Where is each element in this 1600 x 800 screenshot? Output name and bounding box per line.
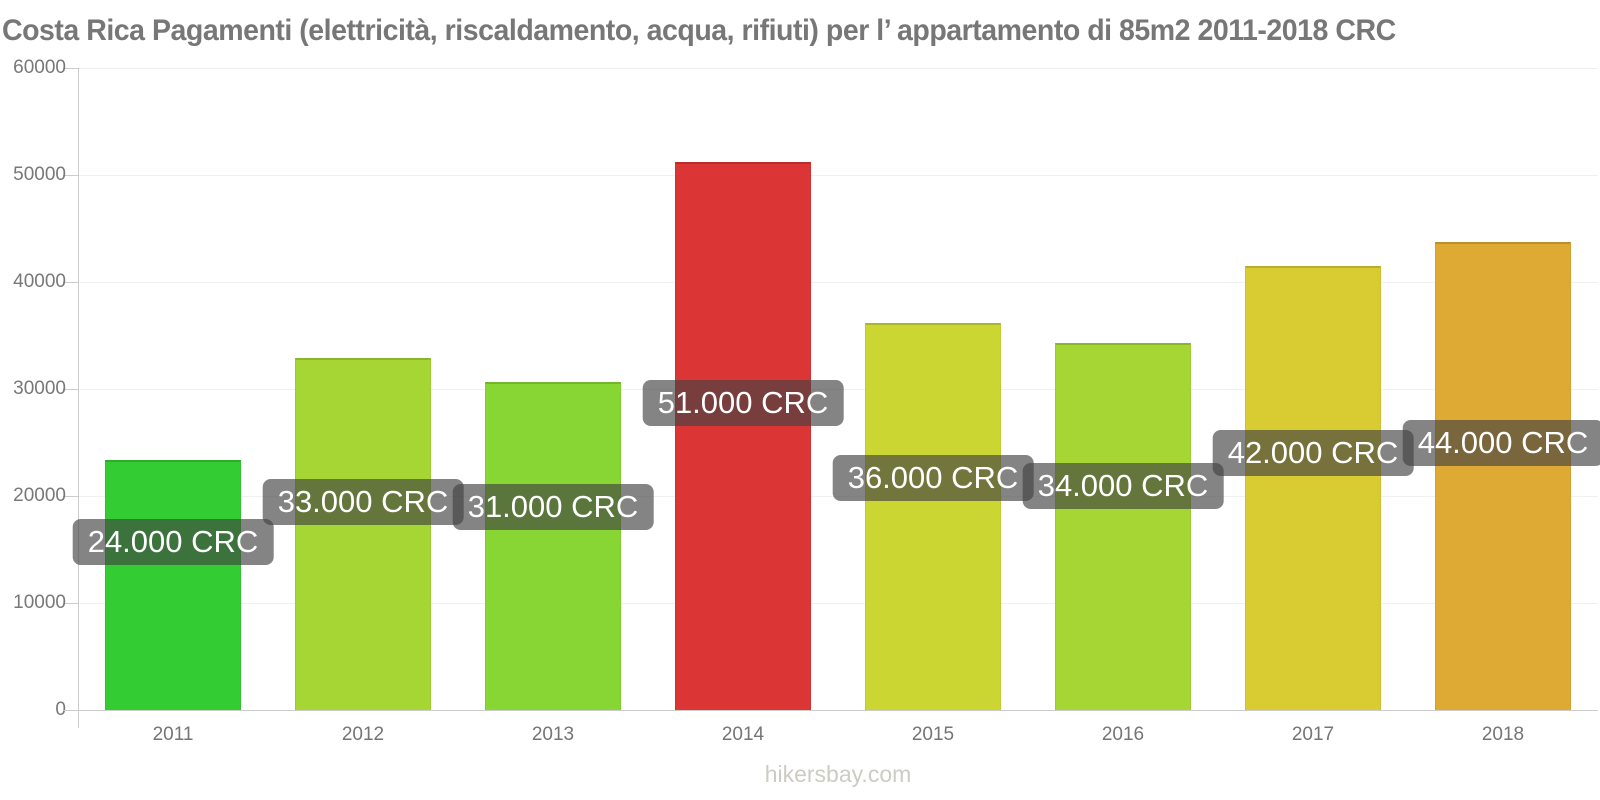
y-tick-30000 [63, 389, 78, 390]
gridline-60000 [78, 68, 1598, 69]
bar-2015[interactable] [865, 323, 1001, 710]
y-tick-label-0: 0 [55, 699, 66, 720]
y-tick-label-60000: 60000 [13, 57, 66, 78]
y-tick-label-40000: 40000 [13, 271, 66, 292]
bar-value-label-2014: 51.000 CRC [642, 380, 844, 426]
bar-2014[interactable] [675, 162, 811, 710]
y-tick-60000 [63, 68, 78, 69]
bar-value-label-2012: 33.000 CRC [262, 479, 464, 525]
x-tick-label-2018: 2018 [1481, 724, 1525, 745]
footer-watermark: hikersbay.com [764, 761, 912, 787]
bar-2013[interactable] [485, 382, 621, 710]
x-tick-label-2015: 2015 [911, 724, 955, 745]
y-tick-label-10000: 10000 [13, 592, 66, 613]
bar-value-label-2013: 31.000 CRC [452, 484, 654, 530]
bar-value-label-2017: 42.000 CRC [1212, 430, 1414, 476]
x-tick-label-2013: 2013 [531, 724, 575, 745]
x-tick-label-2012: 2012 [341, 724, 385, 745]
y-axis-line [78, 68, 79, 710]
chart-title: Costa Rica Pagamenti (elettricità, risca… [2, 14, 1396, 47]
bar-value-label-2015: 36.000 CRC [832, 455, 1034, 501]
y-tick-40000 [63, 282, 78, 283]
bar-2017[interactable] [1245, 266, 1381, 710]
y-tick-label-20000: 20000 [13, 485, 66, 506]
y-tick-label-30000: 30000 [13, 378, 66, 399]
y-tick-50000 [63, 175, 78, 176]
bar-value-label-2018: 44.000 CRC [1402, 420, 1600, 466]
y-tick-20000 [63, 496, 78, 497]
x-origin-tick [78, 710, 79, 728]
x-tick-label-2011: 2011 [152, 724, 194, 745]
gridline-50000 [78, 175, 1598, 176]
x-tick-label-2014: 2014 [721, 724, 765, 745]
gridline-40000 [78, 282, 1598, 283]
bar-2018[interactable] [1435, 242, 1571, 710]
y-tick-10000 [63, 603, 78, 604]
x-axis-line [63, 710, 1598, 711]
x-tick-label-2017: 2017 [1291, 724, 1335, 745]
y-tick-label-50000: 50000 [13, 164, 66, 185]
bar-2012[interactable] [295, 358, 431, 710]
bar-value-label-2011: 24.000 CRC [72, 519, 274, 565]
x-tick-label-2016: 2016 [1101, 724, 1145, 745]
bar-2016[interactable] [1055, 343, 1191, 710]
gridline-10000 [78, 603, 1598, 604]
bar-value-label-2016: 34.000 CRC [1022, 463, 1224, 509]
bar-2011[interactable] [105, 460, 241, 710]
